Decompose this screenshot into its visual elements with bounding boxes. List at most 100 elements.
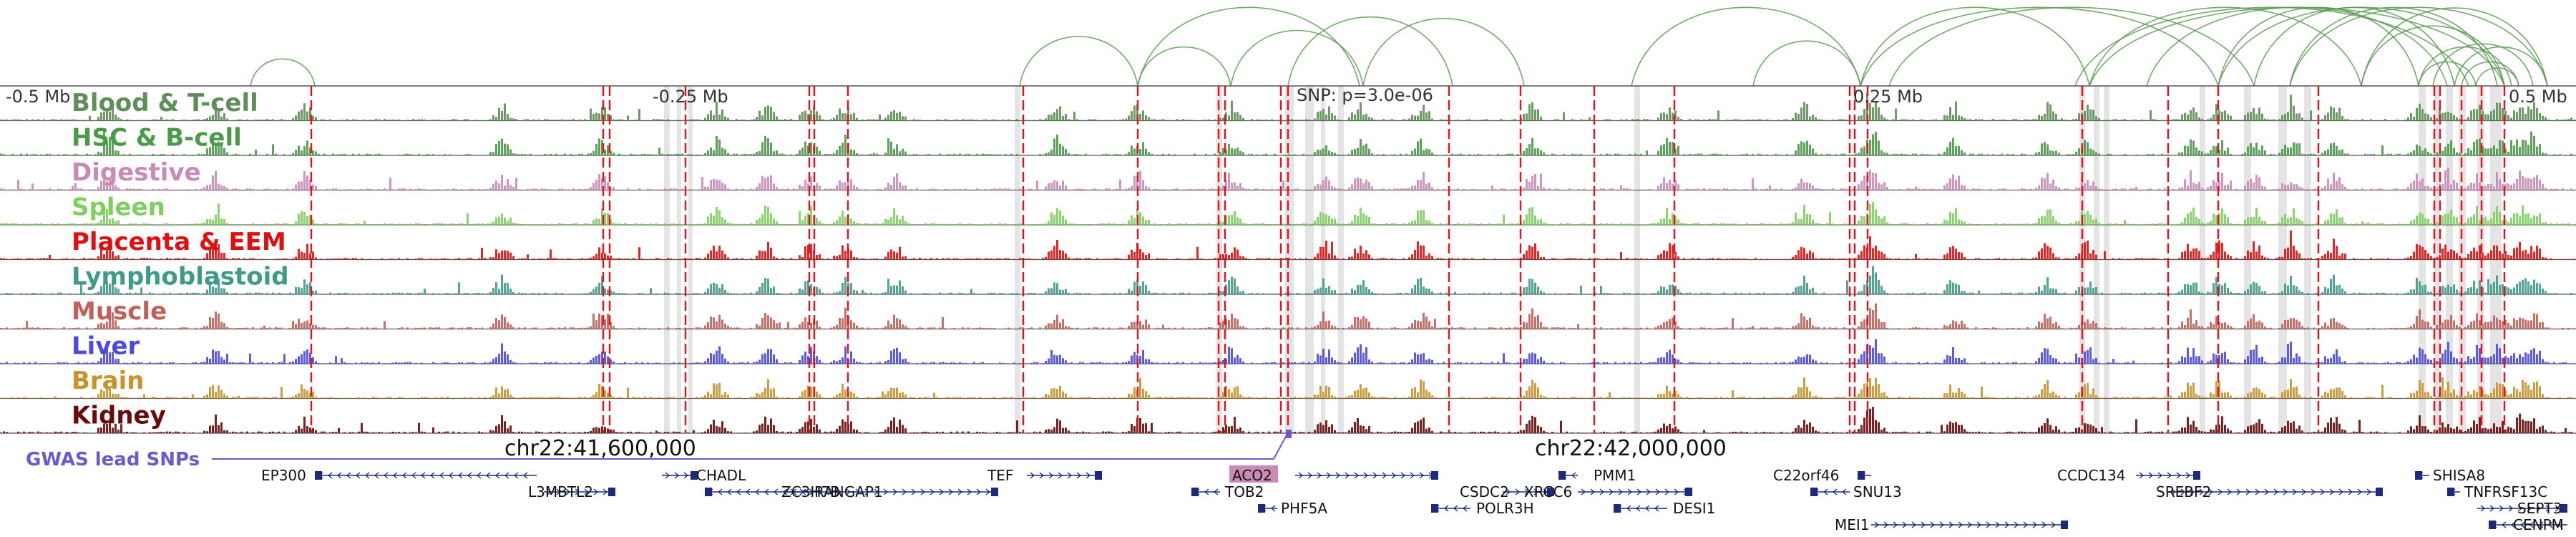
gene-exon: [2193, 471, 2200, 480]
gene-strand-arrow: [1823, 488, 1828, 495]
gene-strand-arrow: [902, 488, 907, 495]
gene-strand-arrow: [1391, 472, 1397, 479]
gene-strand-arrow: [2227, 488, 2233, 495]
track-label: Blood & T-cell: [72, 89, 258, 117]
gene-strand-arrow: [1030, 472, 1035, 479]
gene-strand-arrow: [2255, 488, 2260, 495]
gene-strand-arrow: [2180, 488, 2186, 495]
gene-strand-arrow: [2273, 488, 2279, 495]
gene-label: L3MBTL2: [528, 483, 593, 500]
track-label: Placenta & EEM: [72, 228, 286, 256]
gene-strand-arrow: [476, 472, 482, 479]
gene-strand-arrow: [818, 488, 824, 495]
gene-strand-arrow: [2510, 521, 2516, 528]
coordinate-label: chr22:41,600,000: [504, 436, 696, 461]
gene-strand-arrow: [1085, 472, 1091, 479]
loop-arc: [250, 58, 316, 87]
gene-strand-arrow: [1462, 505, 1468, 512]
loop-arc: [1631, 6, 1861, 87]
gene-strand-arrow: [836, 488, 842, 495]
gene-strand-arrow: [1958, 521, 1963, 528]
gene-strand-arrow: [1874, 521, 1880, 528]
gene-strand-arrow: [1410, 472, 1415, 479]
gene-strand-arrow: [467, 472, 472, 479]
gene-label: POLR3H: [1476, 500, 1534, 517]
gene-label: SNU13: [1853, 483, 1902, 500]
track-signal: [0, 168, 2576, 190]
gene-strand-arrow: [1627, 488, 1633, 495]
gene-strand-arrow: [883, 488, 889, 495]
loop-arc: [1230, 29, 1364, 87]
gene-strand-arrow: [1626, 505, 1631, 512]
track-label: Brain: [72, 367, 145, 395]
gene-strand-arrow: [429, 472, 435, 479]
gene-strand-arrow: [457, 472, 463, 479]
loop-arc: [2089, 6, 2362, 87]
gene-label: SREBF2: [2156, 483, 2211, 500]
gene-strand-arrow: [1986, 521, 1991, 528]
gene-strand-arrow: [2529, 521, 2534, 528]
gene-exon: [1558, 471, 1566, 480]
gene-strand-arrow: [1076, 472, 1082, 479]
loop-arc: [2218, 6, 2419, 87]
gene-strand-arrow: [2292, 488, 2298, 495]
gene-strand-arrow: [665, 472, 670, 479]
gene-exon: [2061, 521, 2068, 529]
gene-exon: [2376, 488, 2383, 496]
gene-strand-arrow: [1976, 521, 1982, 528]
gene-strand-arrow: [2218, 488, 2223, 495]
track-label: Liver: [72, 332, 140, 361]
gene-strand-arrow: [809, 488, 814, 495]
gene-strand-arrow: [593, 488, 599, 495]
axis-label-minus-0-5: -0.5 Mb: [6, 87, 70, 107]
gene-exon: [1431, 471, 1438, 480]
gene-strand-arrow: [1893, 521, 1898, 528]
gene-strand-arrow: [1270, 505, 1276, 512]
gwas-lead-snps-label: GWAS lead SNPs: [26, 449, 200, 470]
gene-strand-arrow: [1995, 521, 2001, 528]
loop-arc: [2361, 25, 2505, 87]
gene-strand-arrow: [2190, 488, 2195, 495]
gene-strand-arrow: [1674, 488, 1679, 495]
gene-exon: [691, 471, 698, 480]
track-label: Muscle: [72, 297, 167, 326]
gene-strand-arrow: [1609, 488, 1614, 495]
gene-strand-arrow: [1524, 488, 1530, 495]
gene-label: C22orf46: [1773, 467, 1839, 484]
gene-strand-arrow: [364, 472, 370, 479]
gene-strand-arrow: [565, 488, 571, 495]
gene-strand-arrow: [1354, 472, 1360, 479]
gene-strand-arrow: [1841, 488, 1847, 495]
loop-arc: [2461, 61, 2519, 87]
gene-label: DESI1: [1673, 500, 1715, 517]
gene-exon: [1810, 488, 1818, 496]
gene-strand-arrow: [1883, 521, 1889, 528]
gene-strand-arrow: [745, 488, 751, 495]
gene-strand-arrow: [2208, 488, 2214, 495]
gene-strand-arrow: [383, 472, 389, 479]
gene-strand-arrow: [602, 488, 608, 495]
gene-label: SHISA8: [2433, 467, 2485, 484]
gene-strand-arrow: [584, 488, 590, 495]
track-labels: Blood & T-cell HSC & B-cell Digestive Splee…: [72, 89, 289, 430]
gene-strand-arrow: [1939, 521, 1945, 528]
gene-strand-arrow: [2199, 488, 2205, 495]
snp-lines: [310, 86, 2506, 433]
gene-strand-arrow: [2547, 521, 2553, 528]
track-label: HSC & B-cell: [72, 124, 242, 153]
gene-strand-arrow: [2480, 505, 2486, 512]
gene-label: CCDC134: [2057, 467, 2125, 484]
gene-strand-arrow: [754, 488, 760, 495]
loop-arc: [2418, 61, 2477, 87]
gwas-track: GWAS lead SNPs: [26, 430, 1292, 470]
gene-strand-arrow: [1646, 488, 1652, 495]
chromatin-loop-arcs: [250, 6, 2548, 87]
gene-strand-arrow: [799, 488, 805, 495]
gene-exon: [991, 488, 998, 496]
coordinate-label: chr22:42,000,000: [1535, 436, 1727, 461]
gene-strand-arrow: [2176, 472, 2182, 479]
gene-strand-arrow: [1317, 472, 1322, 479]
gene-strand-arrow: [547, 488, 552, 495]
gene-strand-arrow: [1345, 472, 1350, 479]
gene-strand-arrow: [504, 472, 509, 479]
